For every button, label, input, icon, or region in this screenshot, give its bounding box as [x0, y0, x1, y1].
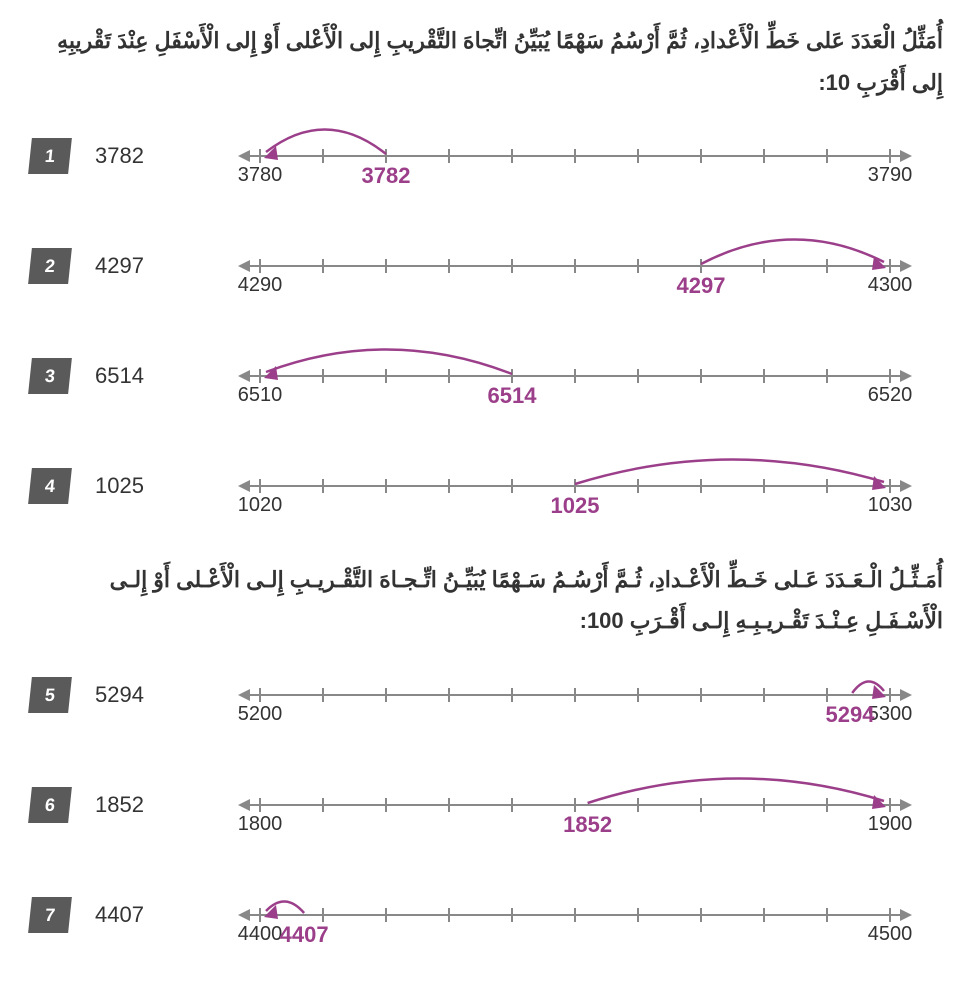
- problem-number: 4297: [95, 253, 165, 279]
- svg-text:5200: 5200: [238, 703, 283, 725]
- problem-row: 55294520053005294: [30, 657, 943, 732]
- svg-text:1900: 1900: [868, 813, 913, 835]
- problem-badge: 2: [28, 248, 72, 284]
- svg-text:1025: 1025: [551, 493, 600, 518]
- problem-badge: 6: [28, 787, 72, 823]
- svg-text:5294: 5294: [826, 702, 876, 727]
- problem-badge: 4: [28, 468, 72, 504]
- problem-badge: 3: [28, 358, 72, 394]
- svg-text:1020: 1020: [238, 494, 283, 516]
- problem-badge: 7: [28, 897, 72, 933]
- number-line: 4400 4500 4407: [235, 870, 915, 960]
- problem-number: 1852: [95, 792, 165, 818]
- number-line: 3780 3790 3782: [235, 111, 915, 201]
- problem-number: 1025: [95, 473, 165, 499]
- problem-badge: 1: [28, 138, 72, 174]
- svg-text:1800: 1800: [238, 813, 283, 835]
- svg-text:4400: 4400: [238, 923, 283, 945]
- problem-badge: 5: [28, 677, 72, 713]
- problem-number: 4407: [95, 902, 165, 928]
- svg-text:6520: 6520: [868, 384, 913, 406]
- problem-number: 5294: [95, 682, 165, 708]
- problem-number: 3782: [95, 143, 165, 169]
- problem-row: 1 3782 3780 3790 3782: [30, 119, 943, 194]
- number-line: 1800 1900 1852: [235, 760, 915, 850]
- svg-text:1852: 1852: [563, 812, 612, 837]
- problem-row: 3 6514 6510 6520 6514: [30, 339, 943, 414]
- svg-text:4407: 4407: [280, 922, 329, 947]
- problem-row: 4 1025 1020 1030 1025: [30, 449, 943, 524]
- svg-text:4297: 4297: [677, 273, 726, 298]
- number-line: 6510 6520 6514: [235, 331, 915, 421]
- problem-number: 6514: [95, 363, 165, 389]
- problem-row: 2 4297 4290 4300 4297: [30, 229, 943, 304]
- number-line: 4290 4300 4297: [235, 221, 915, 311]
- problem-row: 74407440045004407: [30, 877, 943, 952]
- svg-text:6510: 6510: [238, 384, 283, 406]
- svg-text:4300: 4300: [868, 274, 913, 296]
- number-line: 520053005294: [235, 650, 915, 740]
- svg-text:4290: 4290: [238, 274, 283, 296]
- svg-text:3782: 3782: [362, 163, 411, 188]
- svg-text:3780: 3780: [238, 164, 283, 186]
- svg-text:1030: 1030: [868, 494, 913, 516]
- instruction-100: أُمَـثِّـلُ الْـعَـدَدَ عَـلى خَـطِّ الْ…: [30, 559, 943, 643]
- svg-text:3790: 3790: [868, 164, 913, 186]
- svg-text:4500: 4500: [868, 923, 913, 945]
- problem-row: 6 1852 1800 1900 1852: [30, 767, 943, 842]
- svg-text:6514: 6514: [488, 383, 538, 408]
- instruction-10: أُمَثِّلُ الْعَدَدَ عَلى خَطِّ الْأَعْدا…: [30, 20, 943, 104]
- number-line: 1020 1030 1025: [235, 441, 915, 531]
